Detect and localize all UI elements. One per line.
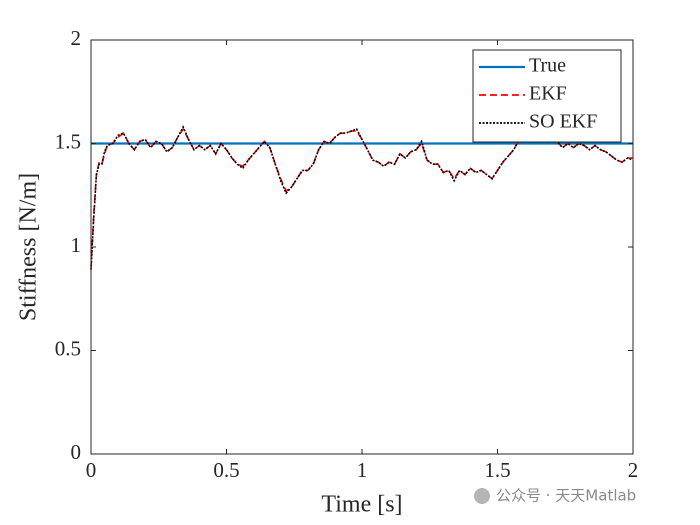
y-tick-label: 2 bbox=[71, 26, 82, 50]
x-tick-label: 1 bbox=[357, 458, 368, 482]
legend: True EKF SO EKF bbox=[472, 49, 622, 143]
y-tick-label: 1.5 bbox=[55, 129, 81, 153]
legend-label: True bbox=[529, 55, 566, 77]
data-line bbox=[90, 125, 634, 270]
x-tick-label: 0 bbox=[86, 458, 97, 482]
y-tick-label: 0 bbox=[71, 440, 82, 464]
x-tick-label: 1.5 bbox=[484, 458, 510, 482]
watermark: 公众号 · 天天Matlab bbox=[474, 487, 636, 505]
y-tick-label: 0.5 bbox=[55, 336, 81, 360]
legend-label: EKF bbox=[529, 83, 567, 105]
y-tick-label: 1 bbox=[71, 233, 82, 257]
watermark-text: 公众号 · 天天Matlab bbox=[496, 487, 636, 505]
x-tick-label: 2 bbox=[628, 458, 639, 482]
x-axis-label: Time [s] bbox=[321, 492, 402, 518]
legend-box bbox=[472, 49, 622, 143]
y-axis-label: Stiffness [N/m] bbox=[16, 173, 42, 321]
legend-label: SO EKF bbox=[529, 111, 597, 133]
x-tick-label: 0.5 bbox=[213, 458, 239, 482]
watermark-icon bbox=[474, 488, 490, 504]
